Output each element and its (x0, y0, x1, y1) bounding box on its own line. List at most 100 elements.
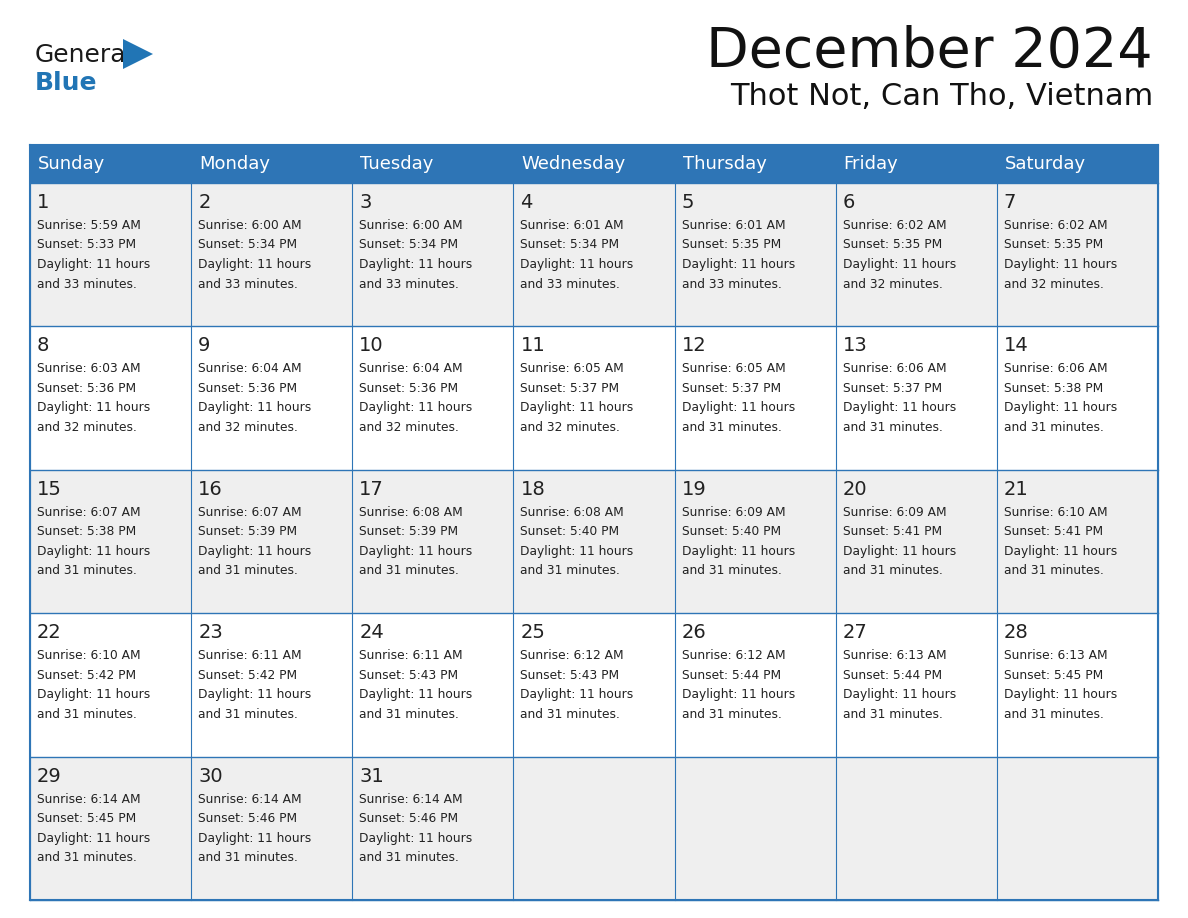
Text: and 32 minutes.: and 32 minutes. (1004, 277, 1104, 290)
Text: and 33 minutes.: and 33 minutes. (682, 277, 782, 290)
Text: 21: 21 (1004, 480, 1029, 498)
Text: Sunset: 5:36 PM: Sunset: 5:36 PM (359, 382, 459, 395)
Text: 31: 31 (359, 767, 384, 786)
Text: 4: 4 (520, 193, 532, 212)
Text: Daylight: 11 hours: Daylight: 11 hours (37, 401, 150, 414)
Text: Sunset: 5:42 PM: Sunset: 5:42 PM (37, 668, 137, 682)
Text: Monday: Monday (200, 155, 270, 173)
Text: 30: 30 (198, 767, 223, 786)
Bar (513, 470, 675, 613)
Bar (191, 327, 353, 470)
Text: Sunrise: 6:14 AM: Sunrise: 6:14 AM (37, 792, 140, 806)
Text: Sunrise: 6:12 AM: Sunrise: 6:12 AM (520, 649, 624, 662)
Text: Tuesday: Tuesday (360, 155, 434, 173)
Text: and 31 minutes.: and 31 minutes. (520, 565, 620, 577)
Bar (191, 183, 353, 327)
Text: Daylight: 11 hours: Daylight: 11 hours (682, 401, 795, 414)
Text: Sunday: Sunday (38, 155, 106, 173)
Text: Daylight: 11 hours: Daylight: 11 hours (37, 832, 150, 845)
Text: 15: 15 (37, 480, 62, 498)
Text: Daylight: 11 hours: Daylight: 11 hours (1004, 544, 1117, 558)
Bar (835, 756, 997, 900)
Text: and 31 minutes.: and 31 minutes. (1004, 420, 1104, 434)
Text: Daylight: 11 hours: Daylight: 11 hours (198, 258, 311, 271)
Text: Daylight: 11 hours: Daylight: 11 hours (842, 258, 956, 271)
Text: Thot Not, Can Tho, Vietnam: Thot Not, Can Tho, Vietnam (729, 82, 1154, 111)
Bar (30, 756, 191, 900)
Bar (513, 183, 675, 327)
Text: Daylight: 11 hours: Daylight: 11 hours (842, 401, 956, 414)
Text: Sunrise: 6:02 AM: Sunrise: 6:02 AM (842, 219, 947, 232)
Text: Sunset: 5:41 PM: Sunset: 5:41 PM (842, 525, 942, 538)
Text: Daylight: 11 hours: Daylight: 11 hours (198, 544, 311, 558)
Text: Sunrise: 6:00 AM: Sunrise: 6:00 AM (198, 219, 302, 232)
Text: Daylight: 11 hours: Daylight: 11 hours (1004, 258, 1117, 271)
Text: Sunrise: 6:09 AM: Sunrise: 6:09 AM (842, 506, 947, 519)
Text: Sunset: 5:33 PM: Sunset: 5:33 PM (37, 239, 137, 252)
Text: Sunset: 5:36 PM: Sunset: 5:36 PM (37, 382, 137, 395)
Text: Friday: Friday (843, 155, 898, 173)
Text: 23: 23 (198, 623, 223, 643)
Text: Daylight: 11 hours: Daylight: 11 hours (37, 544, 150, 558)
Text: 24: 24 (359, 623, 384, 643)
Bar (997, 183, 1158, 327)
Bar (675, 145, 835, 183)
Text: Sunset: 5:37 PM: Sunset: 5:37 PM (520, 382, 620, 395)
Bar (353, 756, 513, 900)
Text: Sunrise: 6:04 AM: Sunrise: 6:04 AM (198, 363, 302, 375)
Text: Sunset: 5:37 PM: Sunset: 5:37 PM (842, 382, 942, 395)
Bar (353, 470, 513, 613)
Text: and 32 minutes.: and 32 minutes. (842, 277, 942, 290)
Text: and 33 minutes.: and 33 minutes. (37, 277, 137, 290)
Text: Daylight: 11 hours: Daylight: 11 hours (520, 401, 633, 414)
Text: Sunset: 5:43 PM: Sunset: 5:43 PM (520, 668, 620, 682)
Text: 10: 10 (359, 336, 384, 355)
Text: Sunrise: 6:14 AM: Sunrise: 6:14 AM (198, 792, 302, 806)
Text: 16: 16 (198, 480, 223, 498)
Text: Sunrise: 6:13 AM: Sunrise: 6:13 AM (842, 649, 947, 662)
Text: Sunset: 5:37 PM: Sunset: 5:37 PM (682, 382, 781, 395)
Text: Daylight: 11 hours: Daylight: 11 hours (1004, 401, 1117, 414)
Text: 19: 19 (682, 480, 707, 498)
Text: 20: 20 (842, 480, 867, 498)
Text: Daylight: 11 hours: Daylight: 11 hours (842, 544, 956, 558)
Text: and 31 minutes.: and 31 minutes. (682, 565, 782, 577)
Text: Sunrise: 6:08 AM: Sunrise: 6:08 AM (359, 506, 463, 519)
Text: and 31 minutes.: and 31 minutes. (842, 565, 942, 577)
Text: Blue: Blue (34, 71, 97, 95)
Text: 22: 22 (37, 623, 62, 643)
Text: Sunset: 5:38 PM: Sunset: 5:38 PM (37, 525, 137, 538)
Text: Sunrise: 6:07 AM: Sunrise: 6:07 AM (37, 506, 140, 519)
Text: December 2024: December 2024 (707, 25, 1154, 79)
Text: Sunset: 5:35 PM: Sunset: 5:35 PM (682, 239, 781, 252)
Text: Sunset: 5:34 PM: Sunset: 5:34 PM (359, 239, 459, 252)
Text: Daylight: 11 hours: Daylight: 11 hours (520, 688, 633, 701)
Text: Sunrise: 6:02 AM: Sunrise: 6:02 AM (1004, 219, 1107, 232)
Text: and 33 minutes.: and 33 minutes. (198, 277, 298, 290)
Text: and 31 minutes.: and 31 minutes. (682, 708, 782, 721)
Text: and 32 minutes.: and 32 minutes. (520, 420, 620, 434)
Bar (997, 613, 1158, 756)
Text: Sunrise: 6:13 AM: Sunrise: 6:13 AM (1004, 649, 1107, 662)
Bar (675, 470, 835, 613)
Text: Daylight: 11 hours: Daylight: 11 hours (359, 688, 473, 701)
Text: Daylight: 11 hours: Daylight: 11 hours (198, 832, 311, 845)
Text: Sunset: 5:39 PM: Sunset: 5:39 PM (359, 525, 459, 538)
Text: Sunrise: 6:11 AM: Sunrise: 6:11 AM (198, 649, 302, 662)
Text: 26: 26 (682, 623, 707, 643)
Text: Sunrise: 6:06 AM: Sunrise: 6:06 AM (1004, 363, 1107, 375)
Text: Wednesday: Wednesday (522, 155, 626, 173)
Text: 17: 17 (359, 480, 384, 498)
Text: 2: 2 (198, 193, 210, 212)
Text: Daylight: 11 hours: Daylight: 11 hours (1004, 688, 1117, 701)
Text: Sunset: 5:46 PM: Sunset: 5:46 PM (198, 812, 297, 825)
Text: Daylight: 11 hours: Daylight: 11 hours (682, 544, 795, 558)
Bar (675, 327, 835, 470)
Text: Sunrise: 6:05 AM: Sunrise: 6:05 AM (520, 363, 624, 375)
Bar (353, 613, 513, 756)
Text: Sunset: 5:41 PM: Sunset: 5:41 PM (1004, 525, 1102, 538)
Text: Thursday: Thursday (683, 155, 766, 173)
Bar (30, 183, 191, 327)
Text: 7: 7 (1004, 193, 1016, 212)
Text: Daylight: 11 hours: Daylight: 11 hours (682, 688, 795, 701)
